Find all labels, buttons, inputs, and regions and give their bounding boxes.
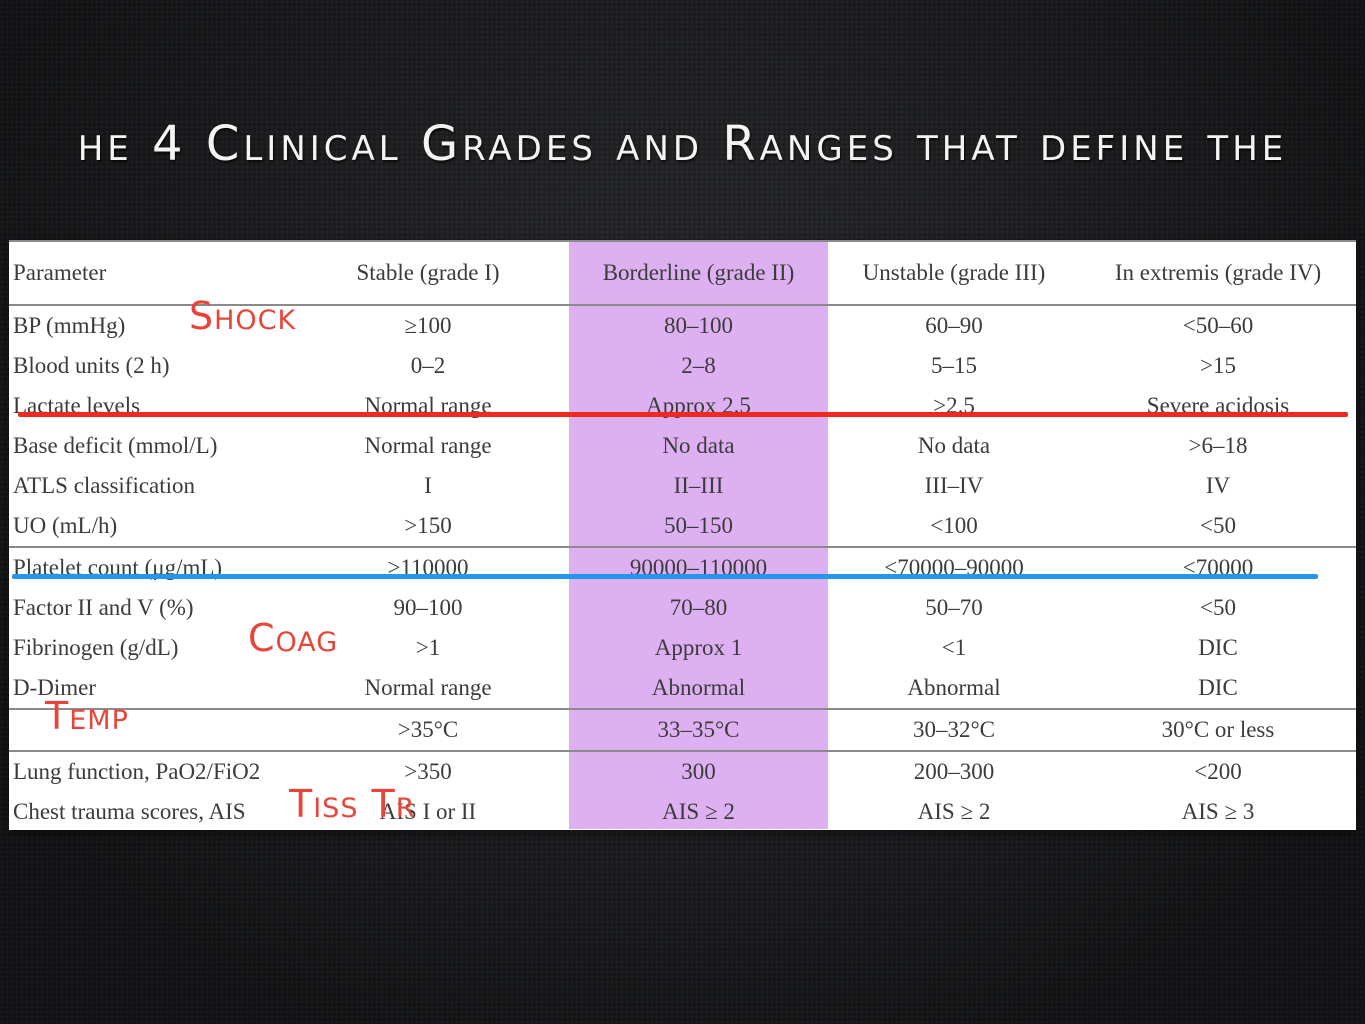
coag-divider-line	[12, 574, 1318, 579]
cell-parameter: Lung function, PaO2/FiO2	[9, 750, 287, 792]
table-row: Lactate levels Normal range Approx 2.5 >…	[9, 386, 1356, 426]
cell-grade-1: 90–100	[393, 595, 463, 620]
cell-grade-1: >1	[415, 635, 441, 660]
cell-grade-1: >150	[404, 513, 452, 538]
cell-parameter: Lactate levels	[13, 393, 141, 418]
cell-parameter: ATLS classification	[13, 473, 196, 498]
cell-grade-4: <50–60	[1182, 313, 1254, 338]
cell-grade-4: AIS ≥ 3	[1181, 799, 1255, 824]
cell-parameter: Fibrinogen (g/dL)	[13, 635, 179, 660]
cell-grade-4: <50	[1200, 595, 1236, 620]
cell-grade-4: <50	[1200, 513, 1236, 538]
cell-grade-2: 33–35°C	[569, 708, 828, 751]
cell-grade-2: 70–80	[669, 595, 728, 620]
table-row: Platelet count (μg/mL) >110000 90000–110…	[9, 546, 1356, 588]
cell-grade-3: <1	[941, 635, 967, 660]
cell-grade-1: >110000	[287, 546, 569, 588]
cell-grade-3: Abnormal	[907, 675, 1001, 700]
table-row: Fibrinogen (g/dL) >1 Approx 1 <1 DIC	[9, 628, 1356, 668]
cell-grade-2: Approx 1	[654, 635, 743, 660]
cell-grade-3: 5–15	[931, 353, 977, 378]
cell-parameter: Platelet count (μg/mL)	[9, 546, 287, 588]
table-row: UO (mL/h) >150 50–150 <100 <50	[9, 506, 1356, 547]
slide-title: he 4 Clinical Grades and Ranges that def…	[77, 116, 1288, 172]
cell-grade-3: No data	[917, 433, 991, 458]
grades-table-image: Parameter Stable (grade I) Borderline (g…	[9, 240, 1356, 830]
cell-grade-1: AIS I or II	[379, 799, 477, 824]
cell-grade-3: <100	[930, 513, 978, 538]
cell-grade-1: ≥100	[404, 313, 452, 338]
cell-grade-2: 300	[569, 750, 828, 792]
cell-parameter: Chest trauma scores, AIS	[13, 799, 246, 824]
shock-label: Shock	[189, 294, 297, 338]
cell-grade-4: 30°C or less	[1080, 708, 1356, 751]
table-row: BP (mmHg) ≥100 80–100 60–90 <50–60	[9, 305, 1356, 346]
cell-grade-4: IV	[1205, 473, 1231, 498]
table-row: Chest trauma scores, AIS AIS I or II AIS…	[9, 792, 1356, 830]
cell-grade-2: Approx 2.5	[646, 393, 751, 418]
cell-grade-3: III–IV	[924, 473, 984, 498]
cell-grade-3: 50–70	[925, 595, 983, 620]
cell-grade-2: 50–150	[664, 513, 733, 538]
coag-label: Coag	[248, 616, 339, 660]
table-row: D-Dimer Normal range Abnormal Abnormal D…	[9, 668, 1356, 709]
cell-parameter: D-Dimer	[13, 675, 97, 700]
cell-grade-4: <70000	[1080, 546, 1356, 588]
cell-grade-2: 2–8	[681, 353, 716, 378]
cell-grade-2: No data	[662, 433, 735, 458]
cell-grade-1: Normal range	[364, 433, 492, 458]
clinical-grades-table: Parameter Stable (grade I) Borderline (g…	[9, 240, 1356, 830]
cell-grade-4: >15	[1200, 353, 1236, 378]
cell-parameter	[9, 708, 287, 751]
table-row: >35°C 33–35°C 30–32°C 30°C or less	[9, 708, 1356, 751]
cell-grade-3: >2.5	[933, 393, 975, 418]
cell-grade-4: DIC	[1198, 675, 1238, 700]
cell-grade-2: II–III	[673, 473, 724, 498]
cell-grade-4: >6–18	[1188, 433, 1248, 458]
cell-parameter: Base deficit (mmol/L)	[13, 433, 218, 458]
cell-grade-4: Severe acidosis	[1146, 393, 1290, 418]
table-header-row: Parameter Stable (grade I) Borderline (g…	[9, 240, 1356, 306]
cell-grade-2: Abnormal	[651, 675, 746, 700]
cell-grade-3: 30–32°C	[828, 708, 1080, 751]
cell-grade-1: I	[424, 473, 432, 498]
cell-grade-1: Normal range	[364, 675, 492, 700]
table-row: Factor II and V (%) 90–100 70–80 50–70 <…	[9, 588, 1356, 628]
temp-label: Temp	[45, 694, 129, 738]
cell-grade-3: 60–90	[925, 313, 983, 338]
header-unstable: Unstable (grade III)	[828, 240, 1080, 306]
cell-grade-2: 90000–110000	[569, 546, 828, 588]
cell-grade-4: <200	[1080, 750, 1356, 792]
table-row: Base deficit (mmol/L) Normal range No da…	[9, 426, 1356, 466]
table-row: Lung function, PaO2/FiO2 >350 300 200–30…	[9, 750, 1356, 792]
shock-divider-line	[18, 412, 1348, 417]
cell-grade-1: Normal range	[364, 393, 492, 418]
cell-grade-1: >350	[287, 750, 569, 792]
cell-grade-3: <70000–90000	[828, 546, 1080, 588]
cell-grade-1: >35°C	[287, 708, 569, 751]
header-borderline: Borderline (grade II)	[569, 240, 828, 306]
cell-grade-4: DIC	[1198, 635, 1238, 660]
header-stable: Stable (grade I)	[287, 240, 569, 306]
table-row: Blood units (2 h) 0–2 2–8 5–15 >15	[9, 346, 1356, 386]
header-in-extremis: In extremis (grade IV)	[1080, 240, 1356, 306]
cell-grade-2: AIS ≥ 2	[662, 799, 735, 824]
cell-grade-3: 200–300	[828, 750, 1080, 792]
cell-parameter: BP (mmHg)	[13, 313, 126, 338]
cell-grade-3: AIS ≥ 2	[917, 799, 991, 824]
header-parameter: Parameter	[9, 240, 287, 306]
tiss-tr-label: Tiss Tr	[289, 782, 416, 826]
cell-parameter: Factor II and V (%)	[13, 595, 194, 620]
cell-parameter: Blood units (2 h)	[13, 353, 170, 378]
cell-grade-1: 0–2	[410, 353, 446, 378]
cell-grade-2: 80–100	[664, 313, 733, 338]
cell-parameter: UO (mL/h)	[13, 513, 118, 538]
table-row: ATLS classification I II–III III–IV IV	[9, 466, 1356, 506]
